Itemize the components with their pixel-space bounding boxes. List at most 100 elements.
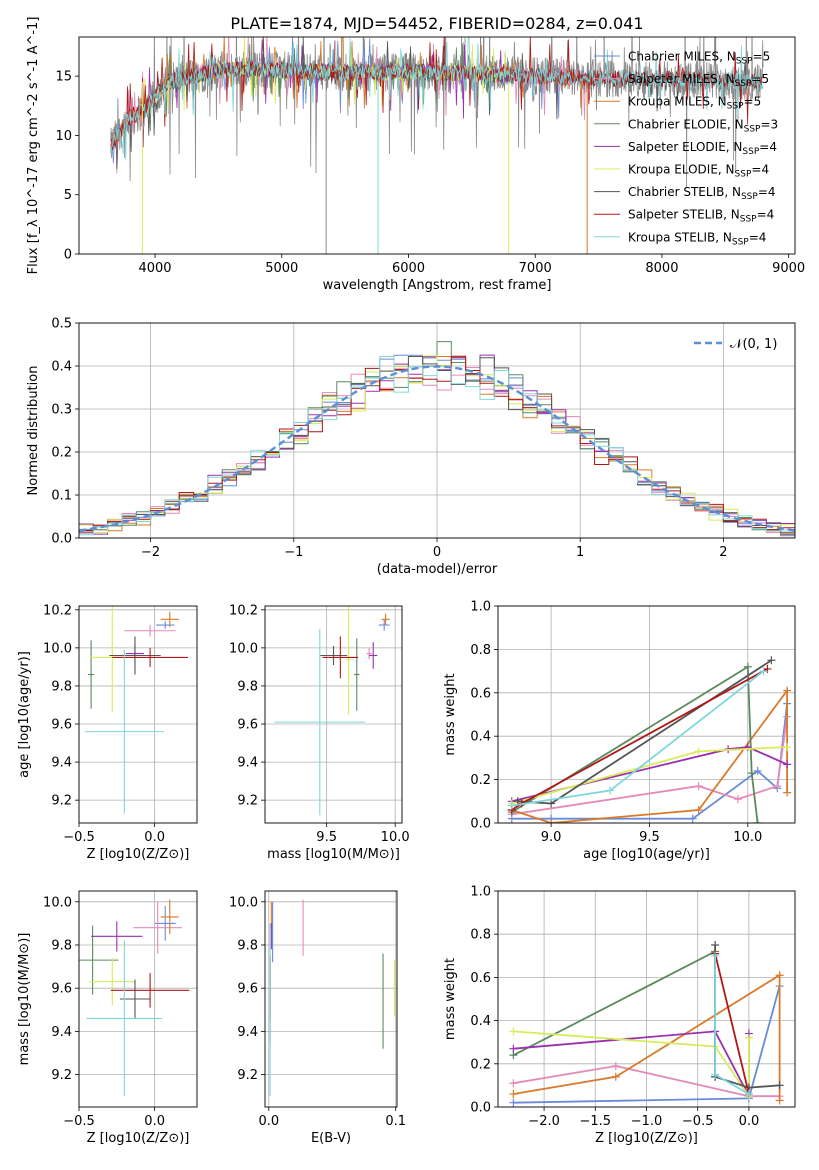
- x-axis-label: Z [log10(Z/Z⊙)]: [87, 847, 190, 862]
- y-tick-label: 0.8: [470, 928, 491, 943]
- legend-value: =5: [744, 95, 762, 109]
- y-axis-label: mass weight: [443, 673, 458, 755]
- y-tick-label: 9.8: [51, 939, 72, 954]
- plot-area: [509, 941, 784, 1107]
- weight-marker: [747, 769, 756, 778]
- weight-line: [513, 973, 781, 1101]
- y-tick-label: 0.1: [51, 489, 72, 504]
- axes-frame: [264, 605, 403, 824]
- y-tick-label: 0: [64, 248, 72, 263]
- plot-area: [269, 899, 396, 1097]
- weight-marker: [611, 1061, 620, 1070]
- weight-line: [513, 1030, 750, 1100]
- panel-age-vs-mass: 9.5 10.0 9.2 9.4 9.6 9.8 10.0 10.2 mass [log10(M…: [229, 603, 410, 862]
- weight-marker: [767, 656, 776, 665]
- x-tick-label: 0.0: [144, 830, 165, 845]
- y-tick-label: 9.8: [237, 679, 258, 694]
- weight-marker: [509, 1090, 518, 1099]
- y-tick-label: 10.0: [229, 895, 258, 910]
- y-tick-label: 9.4: [51, 756, 72, 771]
- panel-weight-vs-age: 9.0 9.5 10.0 0.0 0.2 0.4 0.6 0.8 1.0 age [log10(a…: [443, 600, 796, 862]
- plot-area: [507, 656, 792, 823]
- panel-residuals: −2 −1 0 1 2 0.0 0.1 0.2 0.3 0.4 0.5 (data-model)/er…: [26, 317, 796, 577]
- y-tick-label: 9.4: [237, 1025, 258, 1040]
- grid: [78, 606, 197, 823]
- model-spectrum: [142, 39, 510, 148]
- axes-frame: [497, 605, 796, 824]
- axes-frame: [78, 890, 198, 1108]
- panel-mass-vs-ebv: 0.0 0.1 9.2 9.4 9.6 9.8 10.0 E(B-V): [229, 890, 406, 1146]
- legend-subscript: SSP: [735, 79, 752, 89]
- y-tick-label: 0.4: [470, 730, 491, 745]
- y-tick-label: 9.6: [51, 982, 72, 997]
- grid: [265, 891, 397, 1107]
- y-tick-label: 0.4: [470, 1014, 491, 1029]
- y-axis-label: Flux [f_λ 10^-17 erg cm^-2 s^-1 A^-1]: [26, 17, 41, 275]
- weight-marker: [711, 951, 720, 960]
- y-tick-label: 9.8: [237, 939, 258, 954]
- legend-label: 𝒩(0, 1): [730, 337, 777, 352]
- weight-marker: [507, 801, 516, 810]
- y-tick-label: 9.6: [51, 718, 72, 733]
- legend-label: Chabrier STELIB, NSSP=4: [628, 185, 776, 202]
- legend-label: Salpeter STELIB, NSSP=4: [628, 208, 774, 225]
- weight-marker: [547, 819, 556, 823]
- x-tick-label: 9.5: [316, 830, 337, 845]
- y-tick-label: 0.2: [470, 773, 491, 788]
- plot-area: [274, 606, 390, 816]
- legend-value: =4: [758, 185, 776, 199]
- x-tick-label: 10.0: [733, 830, 762, 845]
- x-tick-label: 9.0: [541, 830, 562, 845]
- y-axis-label: age [log10(age/yr)]: [17, 651, 32, 778]
- y-axis-label: Normed distribution: [26, 366, 41, 496]
- legend-label: Kroupa ELODIE, NSSP=4: [628, 163, 769, 180]
- x-tick-label: 8000: [645, 261, 678, 276]
- y-tick-label: 0.6: [470, 971, 491, 986]
- x-axis-label: Z [log10(Z/Z⊙)]: [595, 1131, 698, 1146]
- legend-subscript: SSP: [740, 215, 757, 225]
- figure-title: PLATE=1874, MJD=54452, FIBERID=0284, z=0…: [230, 14, 643, 33]
- y-tick-label: 10.0: [43, 641, 72, 656]
- x-tick-label: 0: [433, 545, 441, 560]
- weight-marker: [753, 819, 762, 823]
- y-tick-label: 15: [55, 70, 72, 85]
- y-tick-label: 0.0: [51, 532, 72, 547]
- axes-frame: [264, 890, 398, 1108]
- weight-marker: [775, 1081, 784, 1090]
- x-tick-label: 1: [576, 545, 584, 560]
- x-tick-label: 2: [719, 545, 727, 560]
- y-tick-label: 1.0: [470, 885, 491, 900]
- y-tick-label: 0.5: [51, 317, 72, 332]
- weight-marker: [775, 1096, 784, 1105]
- x-tick-label: 0.0: [258, 1114, 279, 1129]
- histogram-kroupa-elodie: [79, 355, 795, 533]
- legend-subscript: SSP: [732, 237, 749, 247]
- plot-area: [79, 341, 795, 537]
- weight-line: [513, 1065, 780, 1098]
- x-tick-label: 5000: [265, 261, 298, 276]
- legend-value: =5: [753, 50, 771, 64]
- y-tick-label: 5: [64, 188, 72, 203]
- weight-marker: [606, 786, 615, 795]
- weight-marker: [509, 1027, 518, 1036]
- weight-marker: [763, 664, 772, 673]
- x-tick-label: 6000: [392, 261, 425, 276]
- y-tick-label: 0.4: [51, 360, 72, 375]
- x-tick-label: −0.5: [63, 1114, 95, 1129]
- plot-area: [85, 606, 188, 814]
- panel-weight-vs-Z: −2.0 −1.5 −1.0 −0.5 0.0 0.0 0.2 0.4 0.6 0.8 1.0 Z […: [443, 885, 796, 1146]
- legend-subscript: SSP: [735, 170, 752, 180]
- y-tick-label: 10.0: [229, 641, 258, 656]
- weight-line: [714, 945, 780, 1089]
- normal-curve: [79, 365, 795, 532]
- weight-marker: [694, 782, 703, 791]
- weight-marker: [611, 1072, 620, 1081]
- legend-value: =4: [759, 140, 777, 154]
- weight-marker: [509, 1079, 518, 1088]
- y-tick-label: 9.2: [237, 1068, 258, 1083]
- x-axis-label: E(B-V): [311, 1131, 351, 1146]
- y-tick-label: 1.0: [470, 600, 491, 615]
- legend-subscript: SSP: [727, 102, 744, 112]
- weight-marker: [773, 782, 782, 791]
- y-tick-label: 9.2: [51, 794, 72, 809]
